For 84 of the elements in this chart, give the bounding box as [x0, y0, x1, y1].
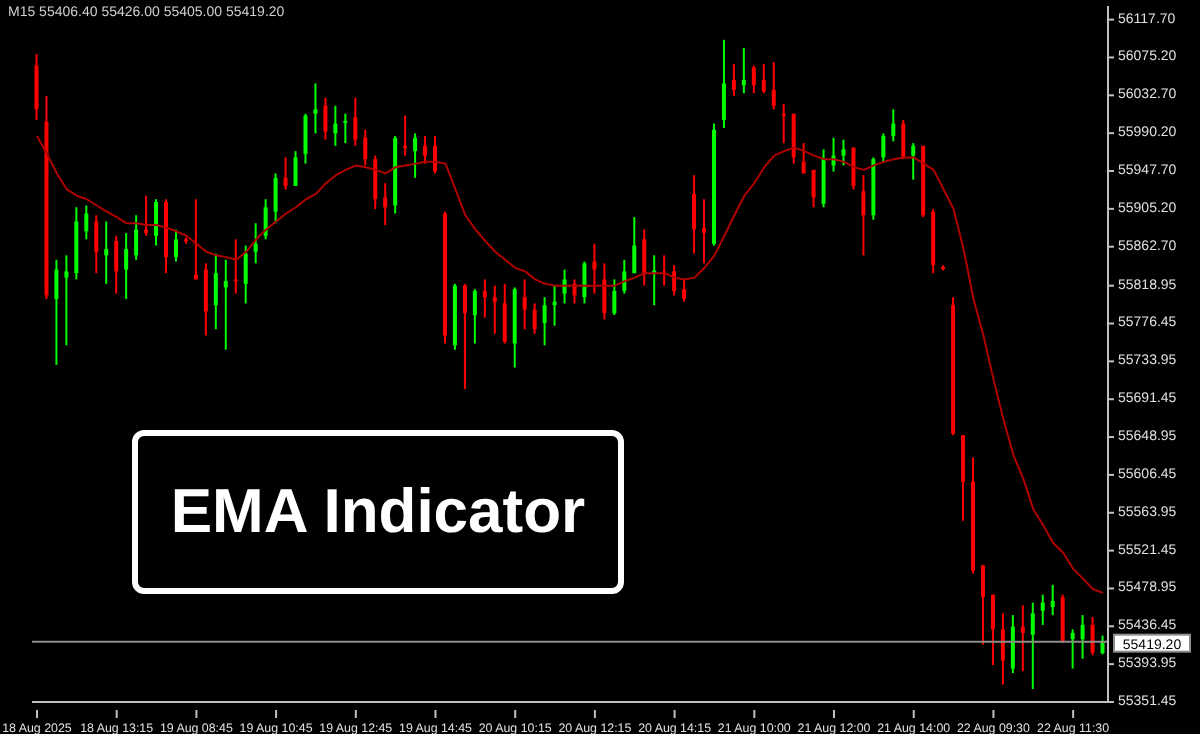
candlestick: [482, 278, 487, 319]
candlestick: [502, 282, 507, 345]
candlestick: [751, 64, 756, 95]
candlestick: [492, 284, 497, 335]
candlestick: [343, 112, 348, 145]
candlestick: [582, 260, 587, 305]
candlestick: [173, 228, 178, 263]
candlestick: [642, 228, 647, 287]
candlestick: [851, 146, 856, 191]
candlestick: [124, 232, 129, 300]
candlestick: [1030, 601, 1035, 691]
candlestick: [373, 154, 378, 211]
candlestick: [1000, 612, 1005, 686]
candlestick: [761, 62, 766, 95]
candlestick: [313, 82, 318, 135]
candlestick: [34, 53, 39, 121]
candlestick: [961, 434, 966, 522]
candlestick: [84, 204, 89, 241]
candlestick: [881, 132, 886, 163]
candlestick: [602, 262, 607, 321]
candlestick: [233, 238, 238, 295]
candlestick: [263, 198, 268, 241]
candlestick: [203, 262, 208, 337]
candlestick: [213, 252, 218, 331]
candlestick: [423, 135, 428, 165]
candlestick: [721, 38, 726, 129]
candlestick: [741, 46, 746, 95]
candlestick: [413, 132, 418, 179]
candlestick: [612, 278, 617, 317]
candlestick: [522, 278, 527, 331]
candlestick: [622, 258, 627, 295]
candlestick: [801, 142, 806, 175]
candlestick: [1040, 593, 1045, 626]
candlestick: [353, 96, 358, 147]
candlestick: [771, 61, 776, 111]
candlestick: [532, 302, 537, 335]
candlestick: [632, 216, 637, 275]
candlestick: [64, 254, 69, 347]
candlestick: [542, 296, 547, 347]
candlestick: [154, 198, 159, 247]
candlestick: [841, 138, 846, 167]
candlestick: [1050, 583, 1055, 617]
candlestick: [333, 104, 338, 147]
candlestick: [1090, 615, 1095, 657]
candlestick: [253, 222, 258, 265]
candlestick: [243, 244, 248, 305]
candlestick: [911, 142, 916, 181]
candlestick: [383, 182, 388, 227]
candlestick: [134, 214, 139, 261]
candlestick: [1080, 614, 1085, 660]
text: EMA Indicator: [170, 476, 586, 548]
candlestick: [223, 258, 228, 351]
candlestick: [1010, 614, 1015, 675]
candlestick: [781, 102, 786, 145]
candlestick: [54, 258, 59, 366]
candlestick: [901, 118, 906, 161]
candlestick: [811, 168, 816, 209]
candlestick: [104, 220, 109, 285]
candlestick: [293, 150, 298, 187]
candlestick: [682, 278, 687, 303]
candlestick: [592, 242, 597, 295]
candlestick: [990, 593, 995, 666]
candlestick: [323, 96, 328, 141]
candlestick: [403, 114, 408, 157]
candlestick: [980, 564, 985, 646]
candlestick: [273, 172, 278, 225]
candlestick: [1020, 604, 1025, 673]
candlestick: [731, 62, 736, 97]
candlestick: [562, 268, 567, 305]
candlestick: [861, 174, 866, 257]
candlestick: [891, 108, 896, 143]
candlestick: [821, 148, 826, 209]
candlestick: [94, 214, 99, 275]
candlestick: [363, 128, 368, 167]
candlestick: [114, 234, 119, 295]
candlestick: [1070, 628, 1075, 670]
candlestick: [1060, 593, 1065, 644]
candlestick: [283, 156, 288, 191]
candlestick: [702, 198, 707, 265]
candlestick: [303, 112, 308, 165]
candlestick: [692, 174, 697, 255]
candlestick: [472, 288, 477, 345]
candlestick: [462, 282, 467, 390]
candlestick: [433, 135, 438, 175]
